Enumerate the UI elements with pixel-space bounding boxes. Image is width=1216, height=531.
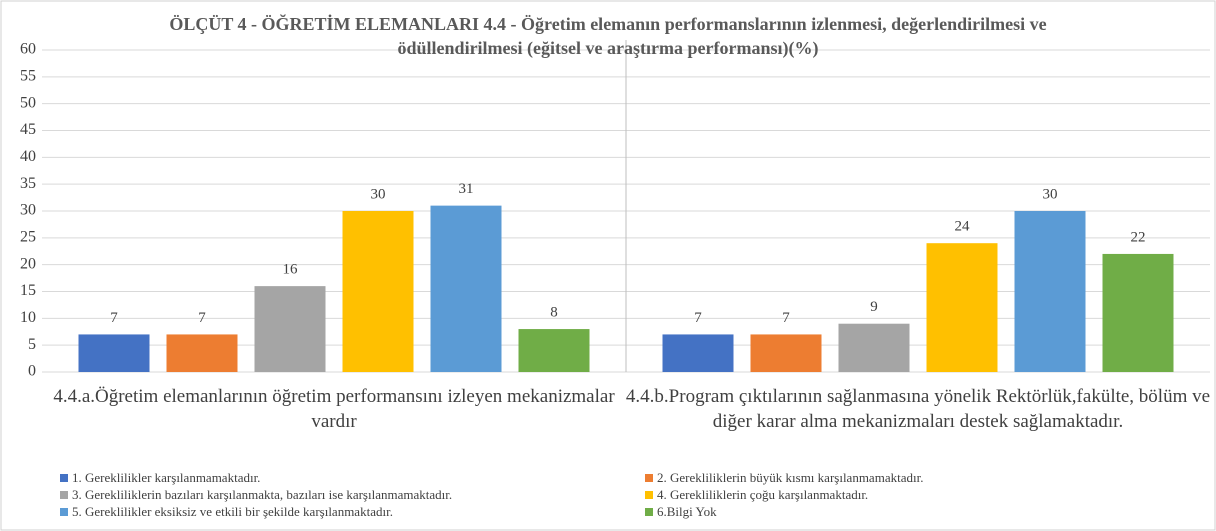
legend-label: 2. Gerekliliklerin büyük kısmı karşılanm… — [657, 470, 924, 485]
x-tick-label: 4.4.a.Öğretim elemanlarının öğretim perf… — [53, 386, 615, 432]
x-tick-label: 4.4.b.Program çıktılarının sağlanmasına … — [625, 386, 1211, 432]
y-tick-label: 50 — [20, 94, 36, 111]
legend-label: 4. Gerekliliklerin çoğu karşılanmaktadır… — [657, 487, 869, 502]
y-tick-label: 5 — [28, 336, 36, 353]
data-label: 7 — [198, 310, 206, 326]
data-label: 30 — [371, 186, 386, 202]
bar — [750, 334, 822, 372]
y-tick-label: 15 — [20, 282, 36, 299]
bar — [78, 334, 150, 372]
data-label: 9 — [870, 299, 878, 315]
legend-swatch — [60, 474, 68, 482]
bar — [1014, 211, 1086, 372]
bar — [254, 286, 326, 372]
data-label: 31 — [459, 181, 474, 197]
bar — [430, 205, 502, 372]
y-tick-label: 0 — [28, 363, 36, 380]
bar — [926, 243, 998, 372]
y-tick-label: 60 — [20, 41, 36, 58]
chart-title: ÖLÇÜT 4 - ÖĞRETİM ELEMANLARI 4.4 - Öğret… — [169, 14, 1047, 58]
bar — [838, 323, 910, 372]
y-tick-label: 35 — [20, 175, 36, 192]
y-tick-label: 25 — [20, 229, 36, 246]
legend-swatch — [645, 491, 653, 499]
y-tick-label: 20 — [20, 255, 36, 272]
y-tick-label: 45 — [20, 121, 36, 138]
y-tick-label: 40 — [20, 148, 36, 165]
data-label: 8 — [550, 305, 558, 321]
legend-swatch — [645, 508, 653, 516]
bar — [518, 329, 590, 372]
legend-swatch — [645, 474, 653, 482]
legend-entry: 1. Gereklilikler karşılanmamaktadır. — [60, 470, 260, 486]
legend-entry: 6.Bilgi Yok — [645, 504, 717, 520]
data-label: 30 — [1043, 186, 1058, 202]
data-label: 24 — [955, 219, 971, 235]
bar — [342, 211, 414, 372]
y-tick-label: 30 — [20, 202, 36, 219]
data-label: 7 — [782, 310, 790, 326]
legend-entry: 5. Gereklilikler eksiksiz ve etkili bir … — [60, 504, 393, 520]
legend-entry: 2. Gerekliliklerin büyük kısmı karşılanm… — [645, 470, 923, 486]
data-label: 22 — [1131, 229, 1146, 245]
legend-label: 5. Gereklilikler eksiksiz ve etkili bir … — [72, 504, 393, 519]
legend-entry: 4. Gerekliliklerin çoğu karşılanmaktadır… — [645, 487, 868, 503]
bar — [662, 334, 734, 372]
y-tick-label: 55 — [20, 68, 36, 85]
legend-label: 1. Gereklilikler karşılanmamaktadır. — [72, 470, 261, 485]
bar — [166, 334, 238, 372]
legend-swatch — [60, 508, 68, 516]
y-tick-label: 10 — [20, 309, 36, 326]
bar — [1102, 253, 1174, 372]
data-label: 16 — [283, 262, 299, 278]
legend-label: 6.Bilgi Yok — [657, 504, 717, 519]
data-label: 7 — [110, 310, 118, 326]
data-label: 7 — [694, 310, 702, 326]
legend-entry: 3. Gerekliliklerin bazıları karşılanmakt… — [60, 487, 452, 503]
legend-swatch — [60, 491, 68, 499]
legend-label: 3. Gerekliliklerin bazıları karşılanmakt… — [72, 487, 453, 502]
